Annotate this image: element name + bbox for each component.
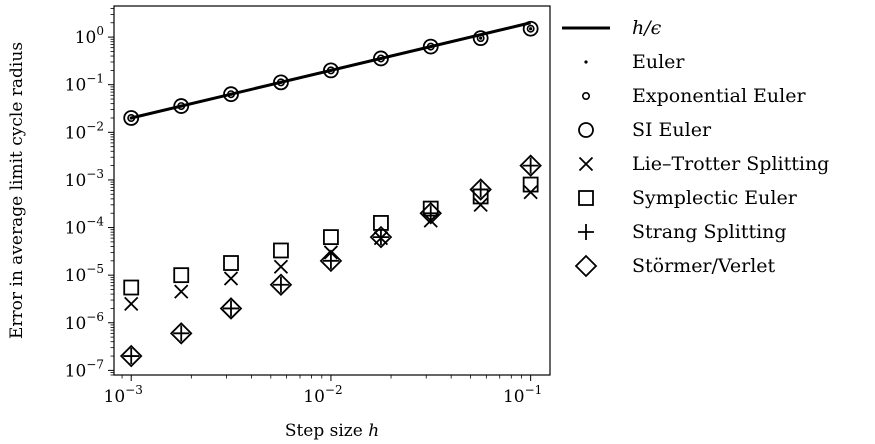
data-point-strang-splitting [422, 205, 439, 222]
plot-area [119, 20, 542, 368]
series-lie-trotter-splitting [124, 185, 538, 311]
data-point-si-euler [472, 30, 489, 47]
y-tick-label: 10−7 [65, 357, 104, 381]
legend-marker-euler [584, 60, 588, 64]
legend-label-lie-trotter-splitting: Lie–Trotter Splitting [632, 153, 829, 175]
series-strang-splitting [123, 157, 539, 365]
data-point-strang-splitting [472, 181, 489, 198]
data-point-lie-trotter-splitting [323, 245, 339, 260]
data-point-si-euler [123, 110, 140, 126]
data-point-st-rmer-verlet [219, 297, 243, 320]
legend-marker-symplectic-euler [578, 190, 594, 206]
data-point-si-euler [273, 74, 289, 91]
legend-marker-si-euler [578, 122, 594, 138]
data-point-exponential-euler [326, 66, 335, 75]
data-point-lie-trotter-splitting [473, 197, 488, 212]
x-tick-label: 10−3 [104, 383, 143, 407]
data-point-strang-splitting [272, 276, 289, 293]
legend-label-exponential-euler: Exponential Euler [632, 85, 806, 107]
legend-label-strang-splitting: Strang Splitting [632, 221, 787, 243]
data-point-si-euler [522, 20, 539, 37]
data-point-si-euler [422, 38, 439, 55]
data-point-strang-splitting [223, 300, 240, 317]
data-point-lie-trotter-splitting [124, 296, 139, 311]
data-point-euler [479, 36, 483, 40]
data-point-exponential-euler [177, 102, 186, 111]
data-point-st-rmer-verlet [319, 249, 343, 273]
data-point-euler [279, 80, 283, 84]
data-point-strang-splitting [173, 325, 190, 342]
legend-label-symplectic-euler: Symplectic Euler [632, 187, 798, 209]
y-tick-label: 10−5 [65, 262, 104, 286]
data-point-euler [129, 116, 133, 120]
legend-marker-st-rmer-verlet [574, 254, 598, 278]
data-point-lie-trotter-splitting [273, 259, 289, 274]
data-point-st-rmer-verlet [369, 225, 393, 249]
data-point-symplectic-euler [173, 267, 190, 284]
data-point-symplectic-euler [273, 242, 289, 259]
data-point-exponential-euler [127, 113, 136, 122]
legend-marker-strang-splitting [578, 224, 594, 240]
data-point-si-euler [323, 62, 339, 79]
data-point-si-euler [373, 50, 389, 67]
legend-label-st-rmer-verlet: Störmer/Verlet [632, 255, 776, 277]
data-point-exponential-euler [426, 42, 435, 51]
data-point-euler [429, 44, 433, 49]
data-point-st-rmer-verlet [169, 322, 193, 345]
y-tick-label: 10−2 [65, 119, 104, 143]
data-point-symplectic-euler [223, 255, 239, 271]
data-point-symplectic-euler [522, 176, 539, 193]
data-point-st-rmer-verlet [119, 344, 143, 368]
data-point-st-rmer-verlet [419, 201, 442, 225]
data-point-exponential-euler [526, 24, 535, 33]
y-tick-label: 100 [75, 24, 104, 48]
data-point-strang-splitting [522, 157, 539, 174]
legend-label-si-euler: SI Euler [632, 119, 712, 141]
axes: 10−3 10−2 10−1 10−7 10−6 10−5 10−4 10−3 10−2 10−1… [7, 5, 551, 441]
series-euler [129, 27, 533, 120]
data-point-exponential-euler [227, 90, 236, 99]
data-point-euler [379, 56, 383, 61]
x-axis-label: Step size h [285, 421, 379, 441]
series-si-euler [123, 20, 539, 126]
axes-frame [113, 5, 551, 376]
data-point-si-euler [223, 86, 239, 103]
data-point-st-rmer-verlet [519, 154, 542, 177]
data-point-st-rmer-verlet [469, 178, 492, 201]
y-tick-label: 10−6 [65, 310, 104, 334]
legend-label-euler: Euler [632, 51, 685, 73]
series-st-rmer-verlet [119, 154, 542, 368]
data-point-strang-splitting [123, 348, 140, 365]
legend: h/ϵ Euler Exponential Euler SI Euler Lie–Tro… [562, 17, 829, 278]
data-point-exponential-euler [376, 54, 385, 63]
data-point-strang-splitting [372, 229, 389, 246]
data-point-symplectic-euler [123, 279, 140, 296]
data-point-euler [529, 27, 533, 31]
data-point-exponential-euler [276, 78, 285, 87]
data-point-exponential-euler [476, 34, 485, 43]
data-point-lie-trotter-splitting [174, 284, 189, 299]
data-point-lie-trotter-splitting [223, 271, 239, 286]
y-axis-label: Error in average limit cycle radius [7, 42, 27, 339]
y-tick-label: 10−1 [65, 72, 104, 96]
data-point-si-euler [173, 98, 190, 114]
data-point-euler [229, 92, 233, 96]
legend-marker-lie-trotter-splitting [578, 156, 594, 172]
x-tick-label: 10−1 [503, 383, 542, 407]
data-point-euler [329, 68, 333, 72]
data-point-euler [179, 104, 183, 108]
x-tick-label: 10−2 [303, 383, 342, 407]
legend-marker-exponential-euler [581, 92, 590, 101]
legend-label-h-over-epsilon: h/ϵ [632, 17, 662, 39]
series-exponential-euler [127, 24, 535, 122]
y-tick-label: 10−4 [65, 215, 105, 239]
y-tick-label: 10−3 [65, 167, 104, 191]
data-point-strang-splitting [322, 252, 339, 269]
data-point-st-rmer-verlet [269, 273, 293, 296]
data-point-symplectic-euler [323, 229, 339, 246]
